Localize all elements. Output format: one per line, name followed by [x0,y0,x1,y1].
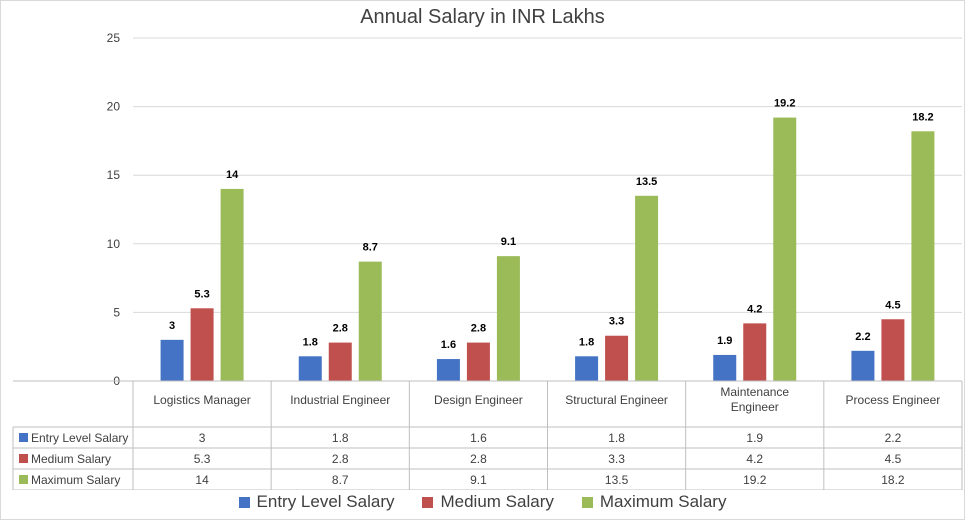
table-cell: 1.9 [746,431,763,445]
table-row-header: Entry Level Salary [31,431,128,445]
table-cell: 4.2 [746,452,763,466]
data-label: 1.9 [717,335,732,347]
data-label: 1.6 [441,339,456,351]
data-label: 9.1 [501,236,516,248]
data-label: 18.2 [912,111,933,123]
category-label: Maintenance [720,385,789,399]
table-cell: 1.6 [470,431,487,445]
data-label: 13.5 [636,176,657,188]
legend-item-medium: Medium Salary [422,492,554,512]
bar-1-2 [466,342,490,381]
table-cell: 9.1 [470,473,487,487]
data-label: 3 [169,320,175,332]
bar-0-5 [851,350,875,381]
y-tick-label: 20 [107,100,121,114]
y-tick-label: 15 [107,168,121,182]
category-label: Process Engineer [846,393,941,407]
table-legend-key-0 [19,433,28,442]
bar-2-4 [773,117,797,382]
bar-2-0 [220,188,244,381]
table-cell: 1.8 [332,431,349,445]
table-cell: 8.7 [332,473,349,487]
bar-0-0 [160,339,184,381]
table-cell: 2.2 [885,431,902,445]
category-label: Engineer [731,400,779,414]
legend-swatch-maximum [581,496,593,508]
table-cell: 18.2 [881,473,905,487]
table-cell: 3.3 [608,452,625,466]
legend-label-medium: Medium Salary [440,492,554,511]
table-cell: 19.2 [743,473,767,487]
y-tick-label: 10 [107,237,121,251]
data-label: 1.8 [579,336,594,348]
table-row-header: Medium Salary [31,452,111,466]
legend: Entry Level Salary Medium Salary Maximum… [0,490,965,514]
bar-2-3 [635,195,659,381]
bar-0-3 [575,356,599,381]
chart-title: Annual Salary in INR Lakhs [360,6,605,28]
category-label: Design Engineer [434,393,523,407]
table-legend-key-1 [19,454,28,463]
legend-swatch-entry [238,496,250,508]
legend-item-maximum: Maximum Salary [581,492,727,512]
table-cell: 1.8 [608,431,625,445]
bar-1-4 [743,323,767,381]
data-label: 8.7 [363,242,378,254]
table-cell: 2.8 [470,452,487,466]
table-cell: 13.5 [605,473,629,487]
table-row-header: Maximum Salary [31,473,120,487]
data-label: 14 [226,169,239,181]
table-cell: 5.3 [194,452,211,466]
y-tick-label: 5 [113,305,120,319]
bar-1-0 [190,308,214,381]
data-label: 4.2 [747,303,762,315]
data-label: 4.5 [885,299,900,311]
bar-2-1 [358,261,382,381]
bar-2-5 [911,131,935,381]
category-label: Logistics Manager [153,393,250,407]
bar-0-2 [436,359,460,381]
data-label: 5.3 [194,288,209,300]
table-cell: 14 [195,473,209,487]
data-label: 2.2 [855,331,870,343]
category-label: Structural Engineer [565,393,668,407]
legend-label-maximum: Maximum Salary [599,492,727,511]
bar-0-1 [298,356,322,381]
data-label: 2.8 [333,323,348,335]
data-label: 19.2 [774,98,795,110]
table-cell: 2.8 [332,452,349,466]
bar-0-4 [713,354,737,381]
category-label: Industrial Engineer [290,393,390,407]
legend-label-entry: Entry Level Salary [256,492,395,511]
y-tick-label: 25 [107,31,121,45]
table-cell: 4.5 [885,452,902,466]
legend-item-entry: Entry Level Salary [238,492,395,512]
data-label: 1.8 [303,336,318,348]
data-label: 3.3 [609,316,624,328]
legend-swatch-medium [422,496,434,508]
bar-1-1 [328,342,352,381]
table-cell: 3 [199,431,206,445]
bar-1-5 [881,319,905,381]
table-legend-key-2 [19,475,28,484]
data-label: 2.8 [471,323,486,335]
bar-2-2 [496,256,520,381]
bar-1-3 [605,335,629,381]
